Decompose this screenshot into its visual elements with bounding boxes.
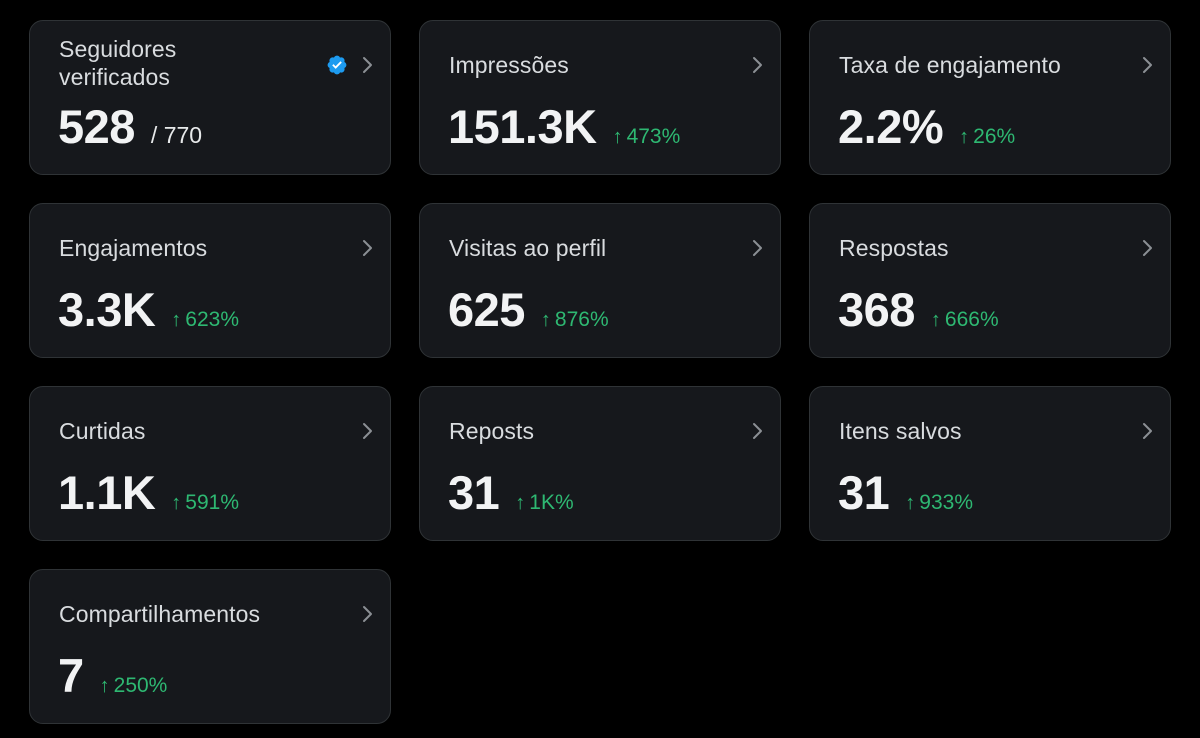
metric-card-curtidas[interactable]: Curtidas 1.1K ↑ 591% (29, 386, 391, 541)
metric-value-row: 1.1K ↑ 591% (58, 465, 239, 521)
metric-value-row: 31 ↑ 1K% (448, 465, 574, 521)
metric-value-row: 151.3K ↑ 473% (448, 99, 680, 155)
metric-value: 7 (58, 649, 84, 702)
chevron-right-icon (1143, 57, 1152, 73)
arrow-up-icon: ↑ (171, 492, 182, 514)
chevron-right-icon (753, 240, 762, 256)
metric-label: Engajamentos (59, 235, 208, 261)
arrow-up-icon: ↑ (612, 126, 623, 148)
chevron-right-icon (753, 57, 762, 73)
metric-label: Visitas ao perfil (449, 235, 607, 261)
metric-change-value: 1K% (529, 491, 574, 514)
metric-value-row: 31 ↑ 933% (838, 465, 973, 521)
metric-value: 151.3K (448, 100, 597, 153)
verified-badge-icon (327, 55, 347, 75)
metric-change-value: 876% (554, 308, 609, 331)
metric-label: Taxa de engajamento (839, 52, 1061, 78)
metric-change-value: 623% (185, 308, 239, 331)
metric-value: 3.3K (58, 283, 156, 336)
chevron-right-icon (363, 240, 372, 256)
metric-label: Itens salvos (839, 418, 962, 444)
metric-change: ↑ 933% (905, 491, 973, 515)
metric-card-seguidores-verificados[interactable]: Seguidores verificados 528 / 770 (29, 20, 391, 175)
metric-change: ↑ 1K% (515, 491, 573, 515)
chevron-right-icon (753, 423, 762, 439)
metric-change: ↑ 473% (613, 125, 681, 149)
metric-value: 1.1K (58, 466, 156, 519)
metric-label: Impressões (449, 52, 569, 78)
metric-value: 368 (838, 283, 915, 336)
metrics-grid: Seguidores verificados 528 / 770 Impress… (29, 20, 1171, 724)
metric-change: ↑ 250% (100, 674, 168, 698)
arrow-up-icon: ↑ (99, 675, 110, 697)
metric-card-taxa-de-engajamento[interactable]: Taxa de engajamento 2.2% ↑ 26% (809, 20, 1171, 175)
metric-label: Seguidores verificados (59, 36, 177, 90)
arrow-up-icon: ↑ (171, 309, 182, 331)
metric-change-value: 933% (919, 491, 973, 514)
metric-value-row: 3.3K ↑ 623% (58, 282, 239, 338)
metric-value: 625 (448, 283, 525, 336)
arrow-up-icon: ↑ (515, 492, 526, 514)
chevron-right-icon (363, 57, 372, 73)
arrow-up-icon: ↑ (959, 126, 970, 148)
metric-value: 31 (448, 466, 500, 519)
metric-value-row: 2.2% ↑ 26% (838, 99, 1015, 155)
chevron-right-icon (363, 606, 372, 622)
metric-value-row: 368 ↑ 666% (838, 282, 999, 338)
metric-label: Respostas (839, 235, 949, 261)
metric-label: Curtidas (59, 418, 146, 444)
metric-change-value: 250% (113, 674, 168, 697)
metric-change: ↑ 623% (171, 308, 239, 332)
metric-change-value: 473% (626, 125, 681, 148)
metric-value: 2.2% (838, 100, 944, 153)
metric-value: 31 (838, 466, 890, 519)
metric-value-row: 625 ↑ 876% (448, 282, 609, 338)
metric-change-value: 26% (973, 125, 1016, 148)
metric-card-visitas-ao-perfil[interactable]: Visitas ao perfil 625 ↑ 876% (419, 203, 781, 358)
metric-change: ↑ 26% (959, 125, 1015, 149)
metric-total: / 770 (150, 122, 203, 148)
metric-card-itens-salvos[interactable]: Itens salvos 31 ↑ 933% (809, 386, 1171, 541)
metric-value-row: 7 ↑ 250% (58, 648, 167, 704)
metric-value: 528 (58, 100, 135, 153)
arrow-up-icon: ↑ (540, 309, 551, 331)
arrow-up-icon: ↑ (930, 309, 941, 331)
chevron-right-icon (1143, 240, 1152, 256)
metric-change: ↑ 666% (931, 308, 999, 332)
metric-label: Reposts (449, 418, 535, 444)
metric-change: ↑ 876% (541, 308, 609, 332)
metric-card-compartilhamentos[interactable]: Compartilhamentos 7 ↑ 250% (29, 569, 391, 724)
metric-card-impressoes[interactable]: Impressões 151.3K ↑ 473% (419, 20, 781, 175)
metric-label: Compartilhamentos (59, 601, 261, 627)
metric-change: ↑ 591% (171, 491, 239, 515)
arrow-up-icon: ↑ (905, 492, 916, 514)
metric-change-value: 591% (185, 491, 239, 514)
chevron-right-icon (363, 423, 372, 439)
metric-card-reposts[interactable]: Reposts 31 ↑ 1K% (419, 386, 781, 541)
metric-change-value: 666% (944, 308, 999, 331)
metric-value-row: 528 / 770 (58, 99, 202, 155)
metric-card-respostas[interactable]: Respostas 368 ↑ 666% (809, 203, 1171, 358)
metric-card-engajamentos[interactable]: Engajamentos 3.3K ↑ 623% (29, 203, 391, 358)
chevron-right-icon (1143, 423, 1152, 439)
